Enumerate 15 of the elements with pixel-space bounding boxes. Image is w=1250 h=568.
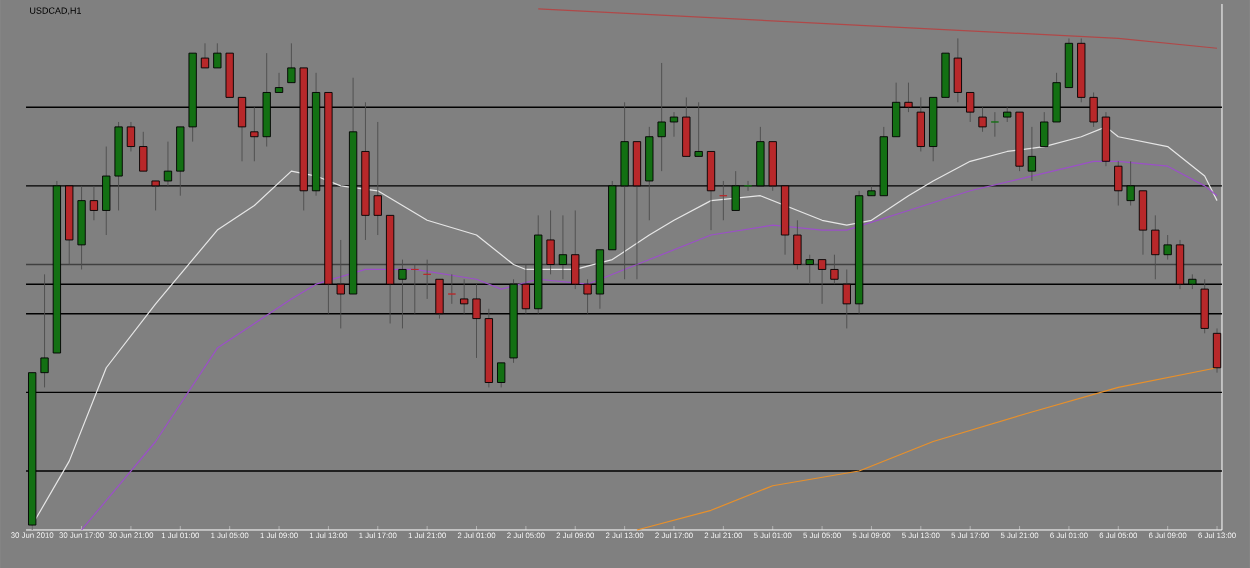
candlestick — [1212, 327, 1222, 374]
candlestick — [990, 111, 1000, 138]
candlestick — [1064, 37, 1074, 89]
candlestick — [941, 52, 950, 98]
candlestick — [274, 72, 284, 93]
candlestick — [447, 273, 456, 305]
candlestick — [200, 42, 210, 69]
candlestick — [139, 131, 148, 172]
candlestick — [497, 362, 506, 388]
candlestick — [126, 121, 136, 152]
candlestick — [1101, 111, 1111, 167]
candlestick — [669, 111, 679, 138]
candlestick — [1027, 126, 1037, 182]
candlestick — [953, 37, 962, 103]
candlestick — [743, 180, 753, 192]
